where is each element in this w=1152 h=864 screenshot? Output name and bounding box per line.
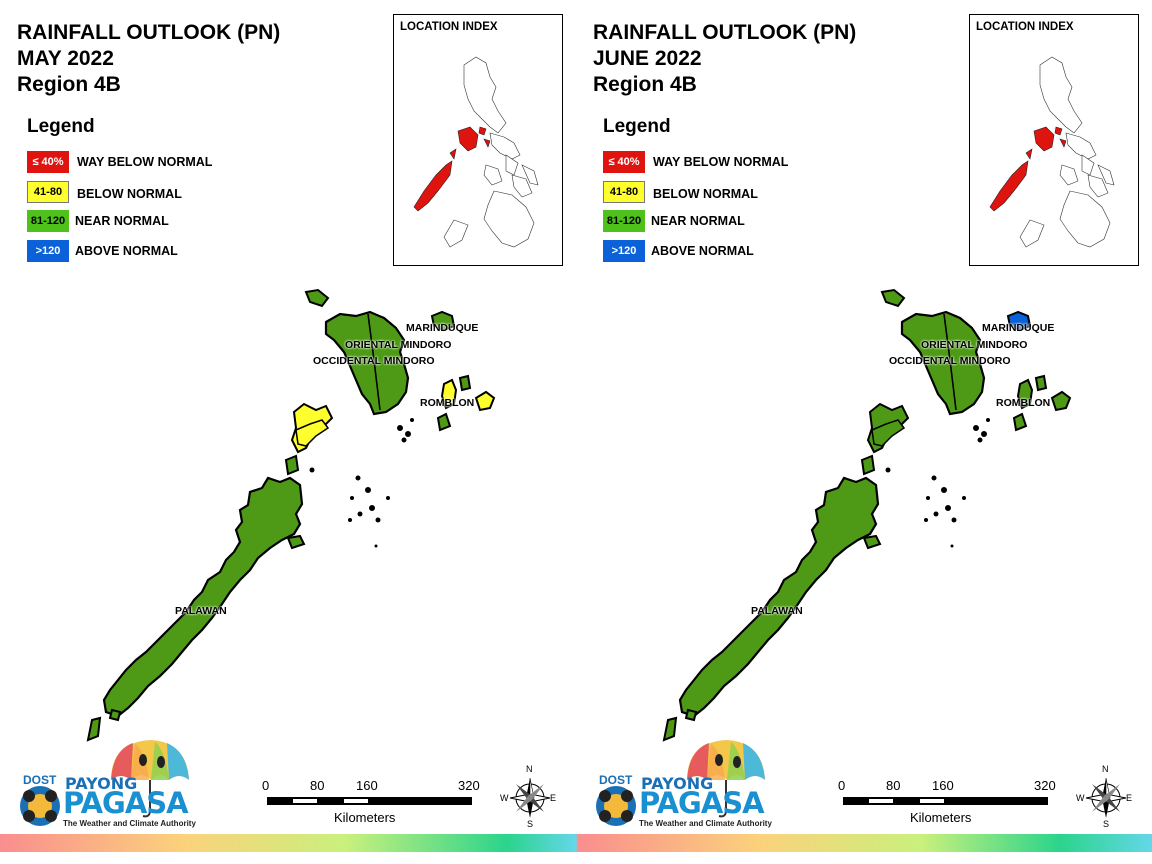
scale-bar-graphic: [267, 797, 472, 805]
region-4b-map: [86, 288, 496, 742]
scale-tick-320: 320: [458, 778, 480, 793]
compass-e: E: [1126, 793, 1133, 803]
compass-e: E: [550, 793, 557, 803]
payong-text: PAYONG: [641, 774, 714, 793]
compass-rose-icon: [509, 777, 551, 818]
title-line-1: RAINFALL OUTLOOK (PN): [593, 21, 857, 44]
tagline-text: The Weather and Climate Authority: [63, 819, 196, 828]
label-occidental-mindoro: OCCIDENTAL MINDORO: [889, 355, 1011, 367]
north-arrow: N S E W: [1074, 764, 1134, 830]
scale-unit: Kilometers: [910, 810, 972, 825]
compass-rose-icon: [1085, 777, 1127, 818]
payong-text: PAYONG: [65, 774, 138, 793]
outlook-panel-may: RAINFALL OUTLOOK (PN) MAY 2022 Region 4B…: [15, 14, 563, 830]
legend-label: BELOW NORMAL: [77, 187, 182, 201]
location-index-title: LOCATION INDEX: [976, 21, 1074, 33]
location-index-title: LOCATION INDEX: [400, 21, 498, 33]
label-marinduque: MARINDUQUE: [982, 322, 1055, 334]
umbrella-icon: [596, 740, 765, 826]
label-oriental-mindoro: ORIENTAL MINDORO: [921, 339, 1028, 351]
legend-title: Legend: [27, 116, 95, 137]
legend-swatch: ≤ 40%: [27, 151, 69, 173]
legend-label: BELOW NORMAL: [653, 187, 758, 201]
panel-title: RAINFALL OUTLOOK (PN) MAY 2022 Region 4B: [17, 20, 280, 98]
label-palawan: PALAWAN: [751, 605, 803, 617]
legend-label: NEAR NORMAL: [651, 214, 745, 228]
dost-text: DOST: [599, 773, 633, 787]
title-region: Region 4B: [593, 73, 697, 96]
label-romblon: ROMBLON: [996, 397, 1051, 409]
romblon-polygon-2: [1016, 378, 1034, 410]
legend-label: NEAR NORMAL: [75, 214, 169, 228]
pagasa-logo: DOST PAYONG PAGASA The Weather and Clima…: [591, 740, 776, 830]
scale-tick-80: 80: [310, 778, 325, 793]
romblon-polygon-2: [440, 378, 458, 410]
location-index-inset: LOCATION INDEX: [969, 14, 1139, 266]
palawan-polygon: [678, 476, 880, 718]
scale-tick-0: 0: [838, 778, 846, 793]
legend-swatch: 41-80: [27, 181, 69, 203]
dost-text: DOST: [23, 773, 57, 787]
scale-bar: 0 80 160 320 Kilometers: [838, 778, 1068, 828]
scale-tick-0: 0: [262, 778, 270, 793]
outlook-panel-june: RAINFALL OUTLOOK (PN) JUNE 2022 Region 4…: [576, 0, 1152, 864]
scale-tick-160: 160: [356, 778, 378, 793]
scale-bar: 0 80 160 320 Kilometers: [262, 778, 492, 828]
marinduque-polygon: [1006, 310, 1032, 332]
palawan-polygon: [102, 476, 304, 718]
compass-s: S: [527, 819, 534, 829]
legend-swatch: >120: [603, 240, 645, 262]
pagasa-text: PAGASA: [639, 786, 765, 820]
label-marinduque: MARINDUQUE: [406, 322, 479, 334]
philippines-inset-map: [413, 56, 539, 248]
compass-n: N: [526, 764, 533, 774]
region-4b-map: [662, 288, 1072, 742]
legend-swatch: 81-120: [27, 210, 69, 232]
romblon-polygon: [474, 390, 496, 412]
legend-swatch: 41-80: [603, 181, 645, 203]
footer-gradient-bar: [0, 834, 1152, 852]
location-index-inset: LOCATION INDEX: [393, 14, 563, 266]
scale-tick-320: 320: [1034, 778, 1056, 793]
panel-title: RAINFALL OUTLOOK (PN) JUNE 2022 Region 4…: [593, 20, 856, 98]
title-line-1: RAINFALL OUTLOOK (PN): [17, 21, 281, 44]
calamian-yellow: [295, 419, 330, 447]
legend-swatch: >120: [27, 240, 69, 262]
marinduque-polygon: [430, 310, 456, 332]
scale-bar-graphic: [843, 797, 1048, 805]
compass-s: S: [1103, 819, 1110, 829]
legend-label: ABOVE NORMAL: [651, 244, 754, 258]
label-palawan: PALAWAN: [175, 605, 227, 617]
label-romblon: ROMBLON: [420, 397, 475, 409]
romblon-polygon: [1050, 390, 1072, 412]
legend-swatch: 81-120: [603, 210, 645, 232]
north-arrow: N S E W: [498, 764, 558, 830]
label-occidental-mindoro: OCCIDENTAL MINDORO: [313, 355, 435, 367]
calamian-inner: [871, 419, 906, 447]
compass-w: W: [1076, 793, 1085, 803]
scale-tick-80: 80: [886, 778, 901, 793]
legend-label: ABOVE NORMAL: [75, 244, 178, 258]
title-month: MAY 2022: [17, 47, 114, 70]
label-oriental-mindoro: ORIENTAL MINDORO: [345, 339, 452, 351]
mindoro-polygon: [900, 310, 986, 416]
compass-n: N: [1102, 764, 1109, 774]
umbrella-icon: [20, 740, 189, 826]
pagasa-logo: DOST PAYONG PAGASA The Weather and Clima…: [15, 740, 200, 830]
scale-unit: Kilometers: [334, 810, 396, 825]
pagasa-text: PAGASA: [63, 786, 189, 820]
mindoro-polygon: [324, 310, 410, 416]
legend-label: WAY BELOW NORMAL: [77, 155, 213, 169]
philippines-inset-map: [989, 56, 1115, 248]
legend-label: WAY BELOW NORMAL: [653, 155, 789, 169]
legend-title: Legend: [603, 116, 671, 137]
tagline-text: The Weather and Climate Authority: [639, 819, 772, 828]
compass-w: W: [500, 793, 509, 803]
title-month: JUNE 2022: [593, 47, 702, 70]
legend-swatch: ≤ 40%: [603, 151, 645, 173]
scale-tick-160: 160: [932, 778, 954, 793]
title-region: Region 4B: [17, 73, 121, 96]
